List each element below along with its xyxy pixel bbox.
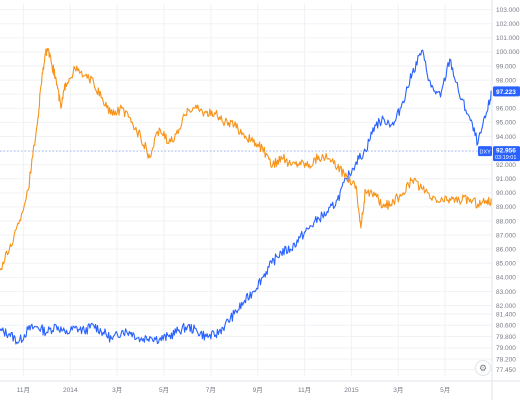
y-tick-label: 88.000 <box>496 218 516 225</box>
y-tick-label: 77.450 <box>496 367 516 374</box>
x-tick-label: 2015 <box>344 387 359 394</box>
last-price-badge <box>493 86 520 97</box>
symbol-badge <box>478 146 492 157</box>
x-tick-label: 11月 <box>298 386 311 394</box>
x-axis: 11月 2014 3月 5月 7月 9月 11月 2015 3月 5月 <box>0 380 520 394</box>
y-tick-label: 96.000 <box>496 106 516 113</box>
y-tick-label: 89.000 <box>496 204 516 211</box>
series-line-blue <box>0 49 493 345</box>
y-tick-label: 78.200 <box>496 356 516 363</box>
x-tick-label: 3月 <box>112 386 122 394</box>
chart-grid <box>0 4 492 376</box>
x-tick-label: 7月 <box>206 386 216 394</box>
y-tick-label: 102.000 <box>496 21 520 28</box>
y-tick-label: 82.000 <box>496 303 516 310</box>
y-tick-label: 80.600 <box>496 323 516 330</box>
y-tick-label: 98.000 <box>496 77 516 84</box>
y-tick-label: 101.000 <box>496 35 520 42</box>
series-line-orange <box>0 47 493 271</box>
symbol-text: DXY <box>480 149 492 155</box>
ref-price-badge <box>493 146 520 162</box>
y-tick-label: 103.000 <box>496 7 520 14</box>
y-tick-label: 83.000 <box>496 289 516 296</box>
x-tick-label: 3月 <box>393 386 403 394</box>
x-tick-label: 5月 <box>159 386 169 394</box>
y-tick-label: 84.000 <box>496 275 516 282</box>
y-tick-label: 95.000 <box>496 120 516 127</box>
y-tick-label: 91.000 <box>496 176 516 183</box>
y-tick-label: 94.000 <box>496 134 516 141</box>
ref-price-text: 92.956 <box>496 148 516 155</box>
y-axis: 77.450 78.200 79.000 79.800 80.600 81.40082.0… <box>491 0 520 400</box>
y-tick-label: 86.000 <box>496 246 516 253</box>
y-tick-label: 79.000 <box>496 345 516 352</box>
y-tick-label: 100.000 <box>496 49 520 56</box>
x-tick-label: 11月 <box>17 386 30 394</box>
y-tick-label: 92.000 <box>496 162 516 169</box>
y-tick-label: 85.000 <box>496 261 516 268</box>
y-tick-label: 79.800 <box>496 334 516 341</box>
last-price-text: 97.223 <box>496 89 516 96</box>
x-tick-label: 2014 <box>63 387 78 394</box>
x-tick-label: 5月 <box>440 386 450 394</box>
ref-time-text: 03:19:01 <box>495 155 516 161</box>
gear-icon[interactable]: ⚙ <box>475 360 491 376</box>
y-tick-label: 90.000 <box>496 190 516 197</box>
x-tick-label: 9月 <box>253 386 263 394</box>
y-tick-label: 87.000 <box>496 232 516 239</box>
y-tick-label: 81.400 <box>496 311 516 318</box>
y-tick-label: 99.000 <box>496 63 516 70</box>
chart-series <box>0 47 493 345</box>
